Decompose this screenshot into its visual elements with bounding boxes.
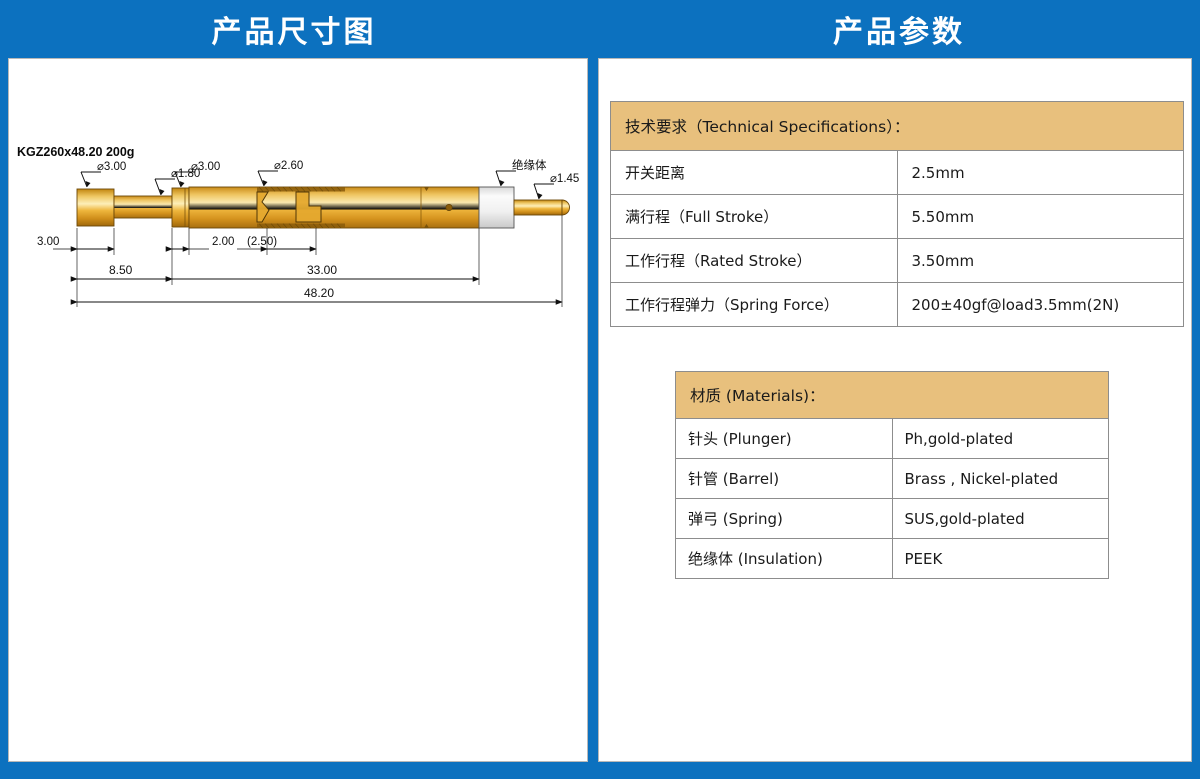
table-row: 针头 (Plunger) Ph,gold-plated (675, 418, 1109, 459)
spec-value-full-stroke: 5.50mm (896, 194, 1184, 239)
materials-table-header: 材质 (Materials)： (675, 371, 1109, 419)
dimension-33-00: 33.00 (307, 263, 337, 277)
table-row: 针管 (Barrel) Brass , Nickel-plated (675, 458, 1109, 499)
dimension-2-00: 2.00 (212, 236, 234, 248)
callout-diameter-3: ⌀3.00 (191, 161, 220, 173)
callout-diameter-5: ⌀1.45 (550, 173, 579, 185)
dimension-3-00: 3.00 (37, 236, 59, 248)
dimension-drawing-panel: KGZ260x48.20 200g (8, 58, 588, 762)
spec-table-header: 技术要求（Technical Specifications）： (610, 101, 1184, 151)
dimension-8-50: 8.50 (109, 263, 133, 277)
dimension-48-20: 48.20 (304, 286, 334, 300)
material-key-barrel: 针管 (Barrel) (675, 458, 893, 499)
table-row: 开关距离 2.5mm (610, 150, 1184, 195)
material-key-plunger: 针头 (Plunger) (675, 418, 893, 459)
material-key-spring: 弹弓 (Spring) (675, 498, 893, 539)
material-value-spring: SUS,gold-plated (891, 498, 1109, 539)
page-title-dimensions: 产品尺寸图 (211, 15, 377, 50)
material-key-insulation: 绝缘体 (Insulation) (675, 538, 893, 579)
spec-key-full-stroke: 满行程（Full Stroke） (610, 194, 898, 239)
table-header-row: 技术要求（Technical Specifications）： (610, 101, 1184, 151)
page-title-parameters: 产品参数 (833, 15, 965, 50)
header-banner-right: 产品参数 (598, 0, 1200, 58)
materials-table: 材质 (Materials)： 针头 (Plunger) Ph,gold-pla… (675, 371, 1109, 579)
table-header-row: 材质 (Materials)： (675, 371, 1109, 419)
spec-key-spring-force: 工作行程弹力（Spring Force） (610, 282, 898, 327)
table-row: 绝缘体 (Insulation) PEEK (675, 538, 1109, 579)
product-dimension-drawing: ⌀3.00 ⌀1.80 ⌀3.00 ⌀2.60 绝缘体 ⌀1.45 3.00 (37, 158, 579, 307)
table-row: 工作行程弹力（Spring Force） 200±40gf@load3.5mm(… (610, 282, 1184, 327)
spec-value-rated-stroke: 3.50mm (896, 238, 1184, 283)
material-value-plunger: Ph,gold-plated (891, 418, 1109, 459)
technical-specifications-table: 技术要求（Technical Specifications）： 开关距离 2.5… (610, 101, 1184, 327)
callout-insulator: 绝缘体 (512, 158, 547, 172)
callout-diameter-2: ⌀1.80 (171, 168, 200, 180)
table-row: 弹弓 (Spring) SUS,gold-plated (675, 498, 1109, 539)
header-banner-left: 产品尺寸图 (0, 0, 588, 58)
table-row: 工作行程（Rated Stroke） 3.50mm (610, 238, 1184, 283)
part-number-label: KGZ260x48.20 200g (17, 145, 135, 159)
dimension-2-50: (2.50) (247, 236, 277, 248)
spec-value-switch-distance: 2.5mm (896, 150, 1184, 195)
material-value-insulation: PEEK (891, 538, 1109, 579)
parameters-panel: 技术要求（Technical Specifications）： 开关距离 2.5… (598, 58, 1192, 762)
spec-key-rated-stroke: 工作行程（Rated Stroke） (610, 238, 898, 283)
callout-diameter-1: ⌀3.00 (97, 161, 126, 173)
spec-value-spring-force: 200±40gf@load3.5mm(2N) (896, 282, 1184, 327)
spec-key-switch-distance: 开关距离 (610, 150, 898, 195)
material-value-barrel: Brass , Nickel-plated (891, 458, 1109, 499)
table-row: 满行程（Full Stroke） 5.50mm (610, 194, 1184, 239)
callout-diameter-4: ⌀2.60 (274, 160, 303, 172)
